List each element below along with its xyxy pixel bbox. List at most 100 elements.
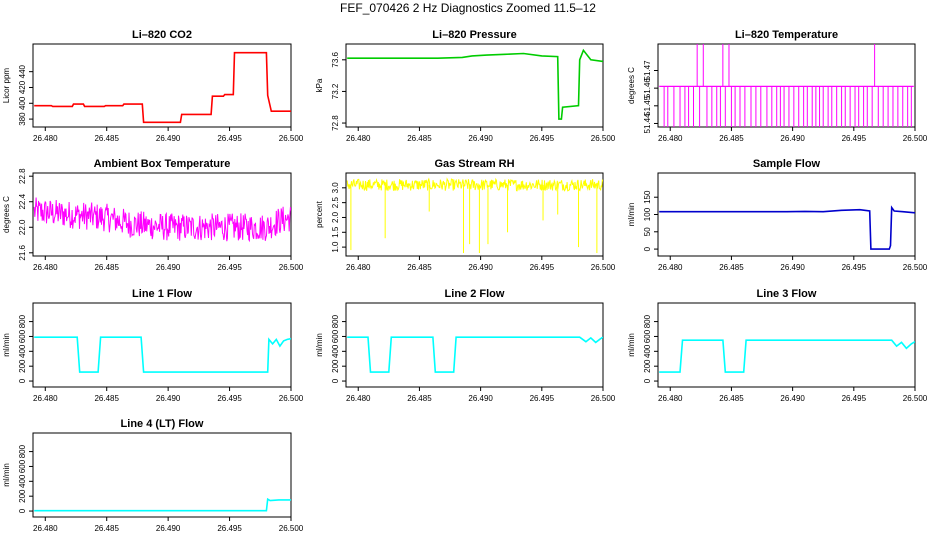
chart-title: Gas Stream RH — [434, 158, 514, 170]
x-tick-label: 26.495 — [842, 134, 867, 143]
y-tick-label: 440 — [18, 64, 27, 78]
x-tick-label: 26.485 — [407, 394, 432, 403]
y-tick-label: 400 — [18, 344, 27, 358]
y-tick-label: 200 — [18, 489, 27, 503]
y-tick-label: 51.44 — [643, 113, 652, 134]
x-tick-label: 26.485 — [94, 263, 119, 272]
y-tick-label: 3.0 — [331, 182, 340, 194]
y-tick-label: 420 — [18, 80, 27, 94]
plot-frame — [32, 302, 292, 388]
chart-title: Line 1 Flow — [132, 288, 192, 300]
chart-panel-7: Line 1 Flow ml/min 26.480 26.485 26.490 26.49… — [2, 288, 304, 403]
y-tick-label: 22.4 — [18, 193, 27, 209]
data-layer — [34, 497, 291, 512]
y-tick-label: 600 — [643, 329, 652, 343]
chart-panel-6: Sample Flow ml/min 26.480 26.485 26.490 26.49… — [627, 158, 928, 272]
data-series-line — [659, 339, 915, 373]
x-tick-label: 26.490 — [156, 524, 181, 533]
x-tick-label: 26.495 — [530, 134, 555, 143]
x-tick-label: 26.480 — [33, 134, 58, 143]
chart-title: Line 2 Flow — [445, 288, 505, 300]
data-series-line — [346, 177, 603, 192]
chart-title: Li–820 Temperature — [735, 29, 838, 41]
chart-title: Li–820 CO2 — [132, 29, 192, 41]
y-axis-label: ml/min — [627, 333, 636, 357]
data-layer — [33, 197, 291, 243]
y-tick-label: 400 — [643, 344, 652, 358]
y-tick-label: 800 — [643, 314, 652, 328]
x-tick-label: 26.490 — [780, 263, 805, 272]
data-series-line — [347, 336, 603, 373]
x-tick-label: 26.485 — [407, 263, 432, 272]
x-tick-label: 26.500 — [903, 134, 928, 143]
x-tick-label: 26.490 — [780, 394, 805, 403]
x-tick-label: 26.485 — [407, 134, 432, 143]
y-tick-label: 0 — [331, 378, 340, 383]
y-tick-label: 2.5 — [331, 197, 340, 209]
y-tick-label: 600 — [18, 329, 27, 343]
y-tick-label: 51.47 — [643, 60, 652, 81]
x-tick-label: 26.480 — [658, 394, 683, 403]
y-tick-label: 150 — [643, 190, 652, 204]
y-axis-label: Licor ppm — [2, 68, 11, 103]
x-tick-label: 26.500 — [903, 394, 928, 403]
y-axis-label: ml/min — [627, 203, 636, 227]
plot-frame — [345, 43, 604, 128]
x-tick-label: 26.490 — [468, 394, 493, 403]
x-tick-label: 26.495 — [842, 263, 867, 272]
x-tick-label: 26.500 — [279, 524, 304, 533]
plot-frame — [345, 302, 604, 388]
y-tick-label: 800 — [18, 444, 27, 458]
x-tick-label: 26.495 — [217, 134, 242, 143]
x-tick-label: 26.500 — [591, 394, 616, 403]
x-tick-label: 26.480 — [658, 263, 683, 272]
y-tick-label: 400 — [18, 96, 27, 110]
x-tick-label: 26.490 — [156, 134, 181, 143]
y-tick-label: 73.6 — [331, 51, 340, 67]
x-tick-label: 26.495 — [530, 263, 555, 272]
plot-frame — [657, 172, 916, 257]
x-tick-label: 26.490 — [468, 134, 493, 143]
data-layer — [659, 339, 915, 373]
y-tick-label: 2.0 — [331, 211, 340, 223]
chart-panel-1: Li–820 CO2 Licor ppm 26.480 26.485 26.490 26.… — [2, 29, 304, 143]
data-layer — [347, 336, 603, 373]
chart-panel-5: Gas Stream RH percent 26.480 26.485 26.490 26… — [315, 158, 616, 272]
data-layer — [34, 336, 291, 373]
x-tick-label: 26.500 — [591, 134, 616, 143]
x-tick-label: 26.480 — [33, 524, 58, 533]
x-tick-label: 26.490 — [780, 134, 805, 143]
chart-title: Line 4 (LT) Flow — [121, 418, 204, 430]
x-tick-label: 26.500 — [591, 263, 616, 272]
chart-title: Ambient Box Temperature — [94, 158, 231, 170]
chart-title: Line 3 Flow — [757, 288, 817, 300]
data-layer — [34, 51, 291, 124]
y-tick-label: 200 — [18, 359, 27, 373]
x-tick-label: 26.500 — [279, 263, 304, 272]
plot-frame — [32, 172, 292, 257]
data-series-line — [347, 48, 603, 120]
chart-panel-2: Li–820 Pressure kPa 26.480 26.485 26.490 26.4… — [315, 29, 616, 143]
data-layer — [659, 44, 914, 127]
chart-title: Li–820 Pressure — [432, 29, 516, 41]
y-tick-label: 51.45 — [643, 95, 652, 116]
x-tick-label: 26.490 — [156, 394, 181, 403]
plot-frame — [657, 43, 916, 128]
y-tick-label: 600 — [18, 459, 27, 473]
y-axis-label: degrees C — [2, 196, 11, 233]
x-tick-label: 26.485 — [719, 394, 744, 403]
x-tick-label: 26.495 — [217, 524, 242, 533]
x-tick-label: 26.480 — [346, 394, 371, 403]
y-tick-label: 0 — [643, 378, 652, 383]
chart-panel-4: Ambient Box Temperature degrees C 26.480 26… — [2, 158, 304, 272]
plot-frame — [345, 172, 604, 257]
data-series-line — [34, 51, 291, 124]
x-tick-label: 26.495 — [217, 263, 242, 272]
x-tick-label: 26.500 — [279, 134, 304, 143]
y-tick-label: 72.8 — [331, 115, 340, 131]
x-tick-label: 26.490 — [156, 263, 181, 272]
x-tick-label: 26.485 — [719, 263, 744, 272]
data-layer — [659, 205, 915, 250]
chart-panel-9: Line 3 Flow ml/min 26.480 26.485 26.490 26.49… — [627, 288, 928, 403]
